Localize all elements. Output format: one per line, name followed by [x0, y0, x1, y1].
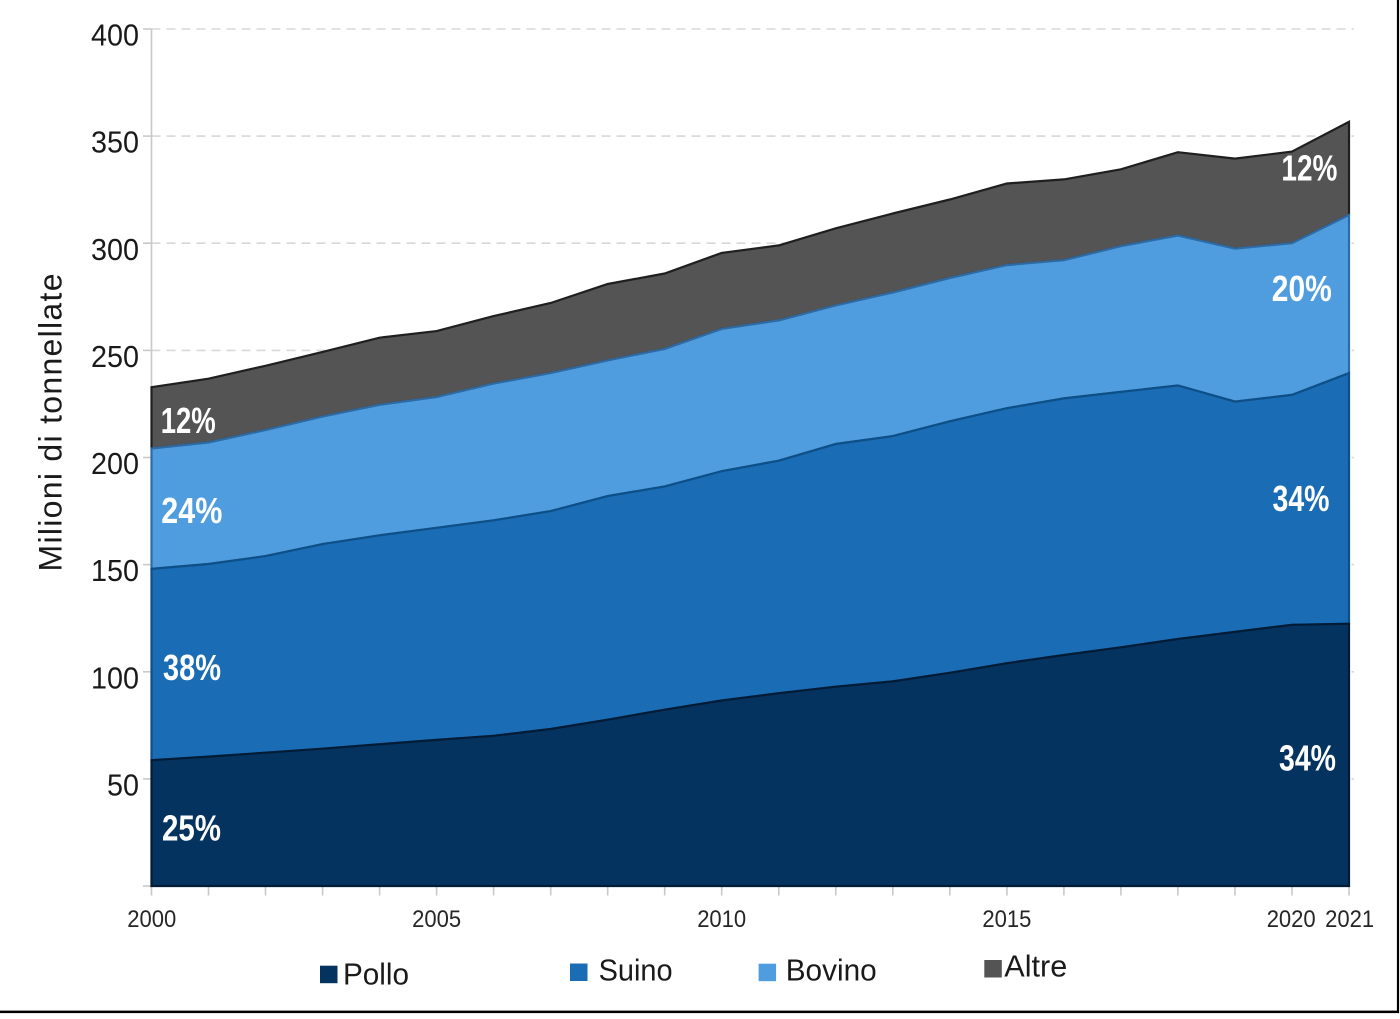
svg-text:2010: 2010: [697, 906, 746, 933]
svg-text:34%: 34%: [1279, 738, 1336, 779]
svg-text:200: 200: [91, 447, 139, 481]
svg-text:150: 150: [91, 554, 139, 588]
svg-text:2020: 2020: [1267, 906, 1316, 933]
svg-text:2005: 2005: [412, 906, 461, 933]
svg-text:2000: 2000: [127, 906, 176, 933]
svg-text:Bovino: Bovino: [786, 953, 877, 988]
svg-text:300: 300: [91, 233, 139, 267]
svg-text:350: 350: [91, 126, 139, 160]
svg-text:38%: 38%: [163, 647, 221, 688]
svg-text:25%: 25%: [162, 808, 221, 849]
svg-text:2015: 2015: [982, 906, 1031, 933]
svg-text:12%: 12%: [161, 400, 216, 441]
svg-text:24%: 24%: [161, 490, 222, 531]
svg-text:20%: 20%: [1272, 268, 1332, 309]
svg-text:100: 100: [91, 661, 139, 695]
svg-text:50: 50: [107, 768, 139, 802]
svg-text:Suino: Suino: [599, 953, 673, 988]
svg-text:250: 250: [91, 340, 139, 374]
svg-text:34%: 34%: [1273, 478, 1330, 519]
svg-text:2021: 2021: [1325, 906, 1374, 933]
svg-text:Milioni di tonnellate: Milioni di tonnellate: [32, 274, 68, 572]
svg-text:12%: 12%: [1281, 148, 1337, 189]
svg-text:400: 400: [91, 19, 139, 53]
svg-text:Altre: Altre: [1004, 948, 1067, 983]
svg-text:Pollo: Pollo: [343, 956, 409, 991]
